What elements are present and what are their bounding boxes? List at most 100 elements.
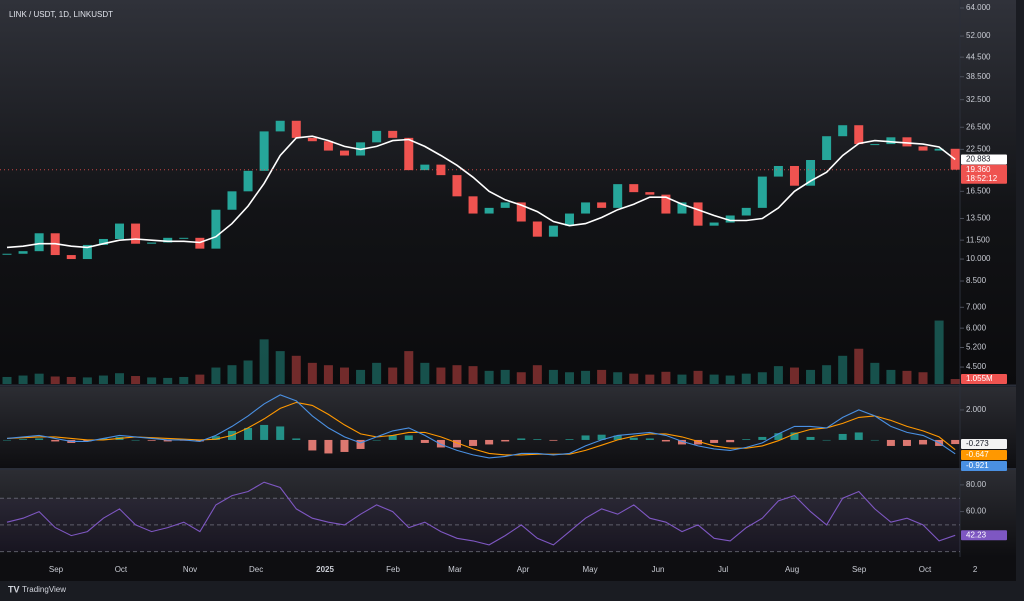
volume-bar: [259, 339, 269, 384]
volume-bar: [243, 360, 253, 384]
macd-histogram-bar: [452, 439, 461, 448]
macd-histogram-bar: [677, 439, 686, 445]
candle: [886, 137, 896, 145]
price-tag: 19.360: [966, 165, 991, 174]
macd-histogram-bar: [131, 439, 140, 441]
candle: [211, 209, 221, 249]
macd-histogram-bar: [469, 439, 478, 446]
y-tick-label: 5.200: [966, 343, 987, 352]
x-tick-label: Apr: [517, 565, 530, 574]
candle: [114, 223, 124, 239]
candle: [484, 207, 494, 214]
macd-histogram-bar: [629, 437, 638, 440]
x-tick-label: May: [582, 565, 597, 574]
macd-histogram-bar: [501, 439, 510, 442]
volume-bar: [452, 365, 462, 384]
candle: [339, 150, 349, 156]
y-tick-label: 80.00: [966, 480, 987, 489]
macd-histogram-bar: [388, 435, 397, 440]
candle: [66, 255, 76, 260]
volume-bar: [179, 376, 189, 384]
logo-mark: TV: [8, 584, 20, 594]
candle: [661, 194, 671, 214]
ma-tag: 20.883: [966, 155, 991, 164]
y-tick-label: 10.000: [966, 254, 991, 263]
candle: [709, 222, 719, 226]
candle: [789, 165, 799, 186]
macd-histogram-bar: [3, 439, 12, 441]
volume-bar: [693, 370, 703, 384]
y-tick-label: 26.500: [966, 122, 991, 131]
candle: [388, 130, 398, 138]
candle: [404, 137, 414, 171]
macd-histogram-bar: [404, 435, 413, 440]
macd-histogram-bar: [549, 439, 558, 441]
candle: [307, 137, 317, 142]
macd-histogram-bar: [163, 439, 172, 442]
volume-bar: [661, 371, 671, 384]
y-tick-label: 44.500: [966, 52, 991, 61]
volume-bar: [645, 374, 655, 384]
countdown: 18:52:12: [966, 174, 998, 183]
volume-bar: [677, 374, 687, 384]
volume-bar: [275, 351, 285, 384]
macd-histogram-bar: [340, 439, 349, 452]
candle: [468, 196, 478, 214]
macd-histogram-bar: [886, 439, 895, 446]
macd-histogram-bar: [838, 433, 847, 440]
volume-bar: [388, 367, 398, 384]
candle: [629, 184, 639, 193]
volume-bar: [902, 370, 912, 384]
volume-bar: [822, 365, 832, 384]
footer-brand: TradingView: [22, 585, 66, 594]
macd-histogram-bar: [533, 439, 542, 440]
candle: [677, 202, 687, 214]
y-tick-label: 38.500: [966, 72, 991, 81]
moving-average: [6, 135, 956, 249]
volume-bar: [227, 365, 237, 384]
y-tick-label: 64.000: [966, 3, 991, 12]
x-tick-label: Jun: [652, 565, 665, 574]
candle: [597, 202, 607, 208]
macd-histogram-bar: [436, 439, 445, 448]
price-tag-bg: [961, 164, 1007, 184]
macd-histogram-bar: [83, 439, 92, 442]
candle: [822, 136, 832, 161]
macd-histogram-bar: [822, 439, 831, 441]
macd-histogram-bar: [19, 439, 28, 440]
y-tick-label: 32.500: [966, 95, 991, 104]
candle: [854, 125, 864, 145]
candle: [532, 221, 542, 237]
volume-bar: [854, 348, 864, 384]
chart-title: LINK / USDT, 1D, LINKUSDT: [9, 10, 113, 19]
candle: [838, 125, 848, 137]
macd-histogram-bar: [308, 439, 317, 451]
volume-bar: [420, 362, 430, 384]
volume-bar: [950, 379, 960, 384]
y-tick-label: 7.000: [966, 302, 987, 311]
macd-histogram-bar: [597, 434, 606, 440]
candle: [613, 184, 623, 208]
volume-bar: [709, 374, 719, 384]
candle: [227, 191, 237, 210]
candle: [452, 175, 462, 197]
macd-histogram-bar: [260, 424, 269, 440]
y-tick-label: 2.000: [966, 405, 987, 414]
volume-bar: [18, 375, 28, 384]
macd-histogram-tag: -0.273: [966, 439, 989, 448]
volume-bar: [291, 355, 301, 384]
macd-histogram-bar: [244, 427, 253, 440]
rsi-tag-bg: [961, 530, 1007, 541]
volume-bar: [918, 372, 928, 384]
y-tick-label: 6.000: [966, 323, 987, 332]
volume-bar: [500, 369, 510, 384]
x-tick-label: 2: [973, 565, 978, 574]
macd-histogram-bar: [645, 438, 654, 440]
candle: [18, 251, 28, 254]
x-tick-label: Mar: [448, 565, 462, 574]
candle: [548, 225, 558, 237]
macd-histogram-bar: [710, 439, 719, 443]
volume-bar: [757, 372, 767, 384]
candle: [516, 202, 526, 222]
volume-bar: [147, 377, 157, 384]
